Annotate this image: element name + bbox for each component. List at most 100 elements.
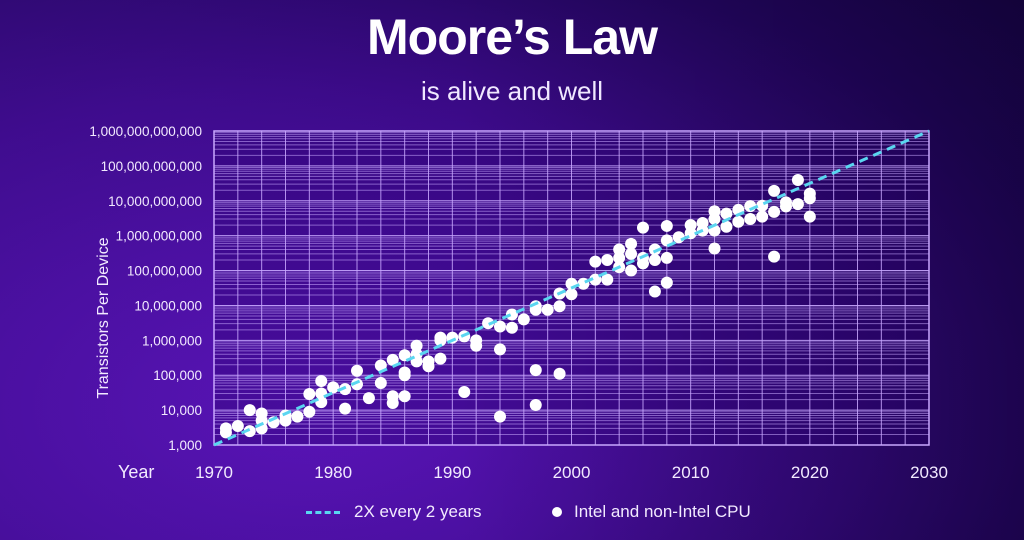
y-tick-label: 1,000,000,000,000 [89, 124, 202, 139]
data-point [386, 390, 399, 403]
data-point [291, 410, 304, 423]
data-point [625, 264, 638, 277]
data-point [517, 313, 530, 326]
data-point [398, 366, 411, 379]
data-point [565, 288, 578, 301]
data-point [601, 254, 614, 267]
y-tick-label: 1,000,000,000 [116, 229, 202, 244]
data-point [219, 422, 232, 435]
data-point [386, 353, 399, 366]
data-point [529, 300, 542, 313]
x-tick-label: 2030 [910, 463, 948, 482]
data-point [780, 196, 792, 209]
data-point [255, 407, 268, 420]
y-tick-label: 100,000 [153, 368, 202, 383]
data-point [708, 242, 721, 255]
y-tick-label: 10,000,000,000 [108, 194, 202, 209]
data-point [553, 300, 566, 313]
y-axis-label: Transistors Per Device [95, 237, 112, 398]
data-point [243, 404, 256, 417]
data-point [803, 192, 816, 205]
data-point [660, 276, 673, 289]
data-point [684, 219, 697, 232]
data-point [398, 390, 411, 403]
data-point [803, 210, 816, 223]
data-point [351, 364, 363, 377]
data-point [720, 220, 733, 233]
data-point [589, 273, 602, 286]
legend: 2X every 2 years Intel and non-Intel CPU [0, 500, 1024, 528]
x-axis-ticks: 1970 1980 1990 2000 2010 2020 2030 [195, 463, 948, 482]
legend-item-points: Intel and non-Intel CPU [552, 502, 751, 522]
x-tick-label: 2000 [553, 463, 591, 482]
data-point [768, 250, 781, 263]
data-point [613, 251, 626, 264]
data-point [303, 405, 316, 418]
y-axis-ticks: 1,000 10,000 100,000 1,000,000 10,000,000 100… [89, 124, 202, 453]
data-point [541, 303, 554, 316]
legend-points-label: Intel and non-Intel CPU [574, 502, 751, 521]
data-point [648, 285, 661, 298]
page-title: Moore’s Law [367, 9, 658, 65]
data-point [327, 381, 340, 394]
data-point [494, 343, 506, 356]
trend-line-2x-every-2-years [213, 129, 930, 447]
page-subtitle: is alive and well [420, 76, 604, 106]
data-point [529, 364, 542, 377]
dashed-line-icon [306, 510, 340, 514]
data-point [791, 173, 804, 186]
data-point [398, 349, 411, 362]
data-point [351, 378, 363, 391]
data-point [660, 219, 673, 232]
data-point [625, 237, 638, 250]
x-tick-label: 1980 [314, 463, 352, 482]
y-tick-label: 1,000 [168, 438, 202, 453]
data-point [589, 255, 602, 268]
data-point [768, 205, 781, 218]
data-point [720, 207, 733, 220]
data-point [744, 213, 757, 226]
data-point [648, 254, 661, 267]
data-point [374, 376, 387, 389]
data-point [708, 205, 721, 218]
data-point [231, 420, 244, 433]
data-point [648, 243, 661, 256]
legend-trend-label: 2X every 2 years [354, 502, 482, 521]
data-point [601, 273, 614, 286]
data-point [494, 410, 506, 423]
data-point [696, 217, 709, 230]
data-point [637, 221, 649, 234]
x-axis-label: Year [118, 462, 154, 482]
data-point [434, 331, 447, 344]
y-tick-label: 100,000,000,000 [101, 159, 202, 174]
data-point [732, 215, 745, 228]
data-point [756, 210, 769, 223]
data-point [434, 352, 447, 365]
data-point [494, 320, 506, 333]
data-point [529, 399, 542, 412]
data-point [553, 367, 566, 380]
x-tick-label: 2020 [791, 463, 829, 482]
data-point [374, 359, 387, 372]
x-tick-label: 2010 [672, 463, 710, 482]
y-tick-label: 100,000,000 [127, 264, 202, 279]
data-point [303, 387, 316, 400]
data-point [243, 425, 256, 438]
x-tick-label: 1970 [195, 463, 233, 482]
data-point [339, 402, 352, 415]
data-point [768, 184, 781, 197]
data-point [660, 251, 673, 264]
data-point [625, 247, 638, 260]
y-tick-label: 1,000,000 [142, 333, 202, 348]
data-point [362, 392, 375, 405]
data-point [339, 383, 352, 396]
data-point [315, 375, 328, 388]
data-point [482, 317, 495, 330]
data-point [410, 339, 423, 352]
data-point [470, 334, 483, 347]
dot-icon [552, 507, 562, 517]
x-tick-label: 1990 [433, 463, 471, 482]
data-point [458, 386, 471, 399]
data-point [422, 355, 435, 368]
